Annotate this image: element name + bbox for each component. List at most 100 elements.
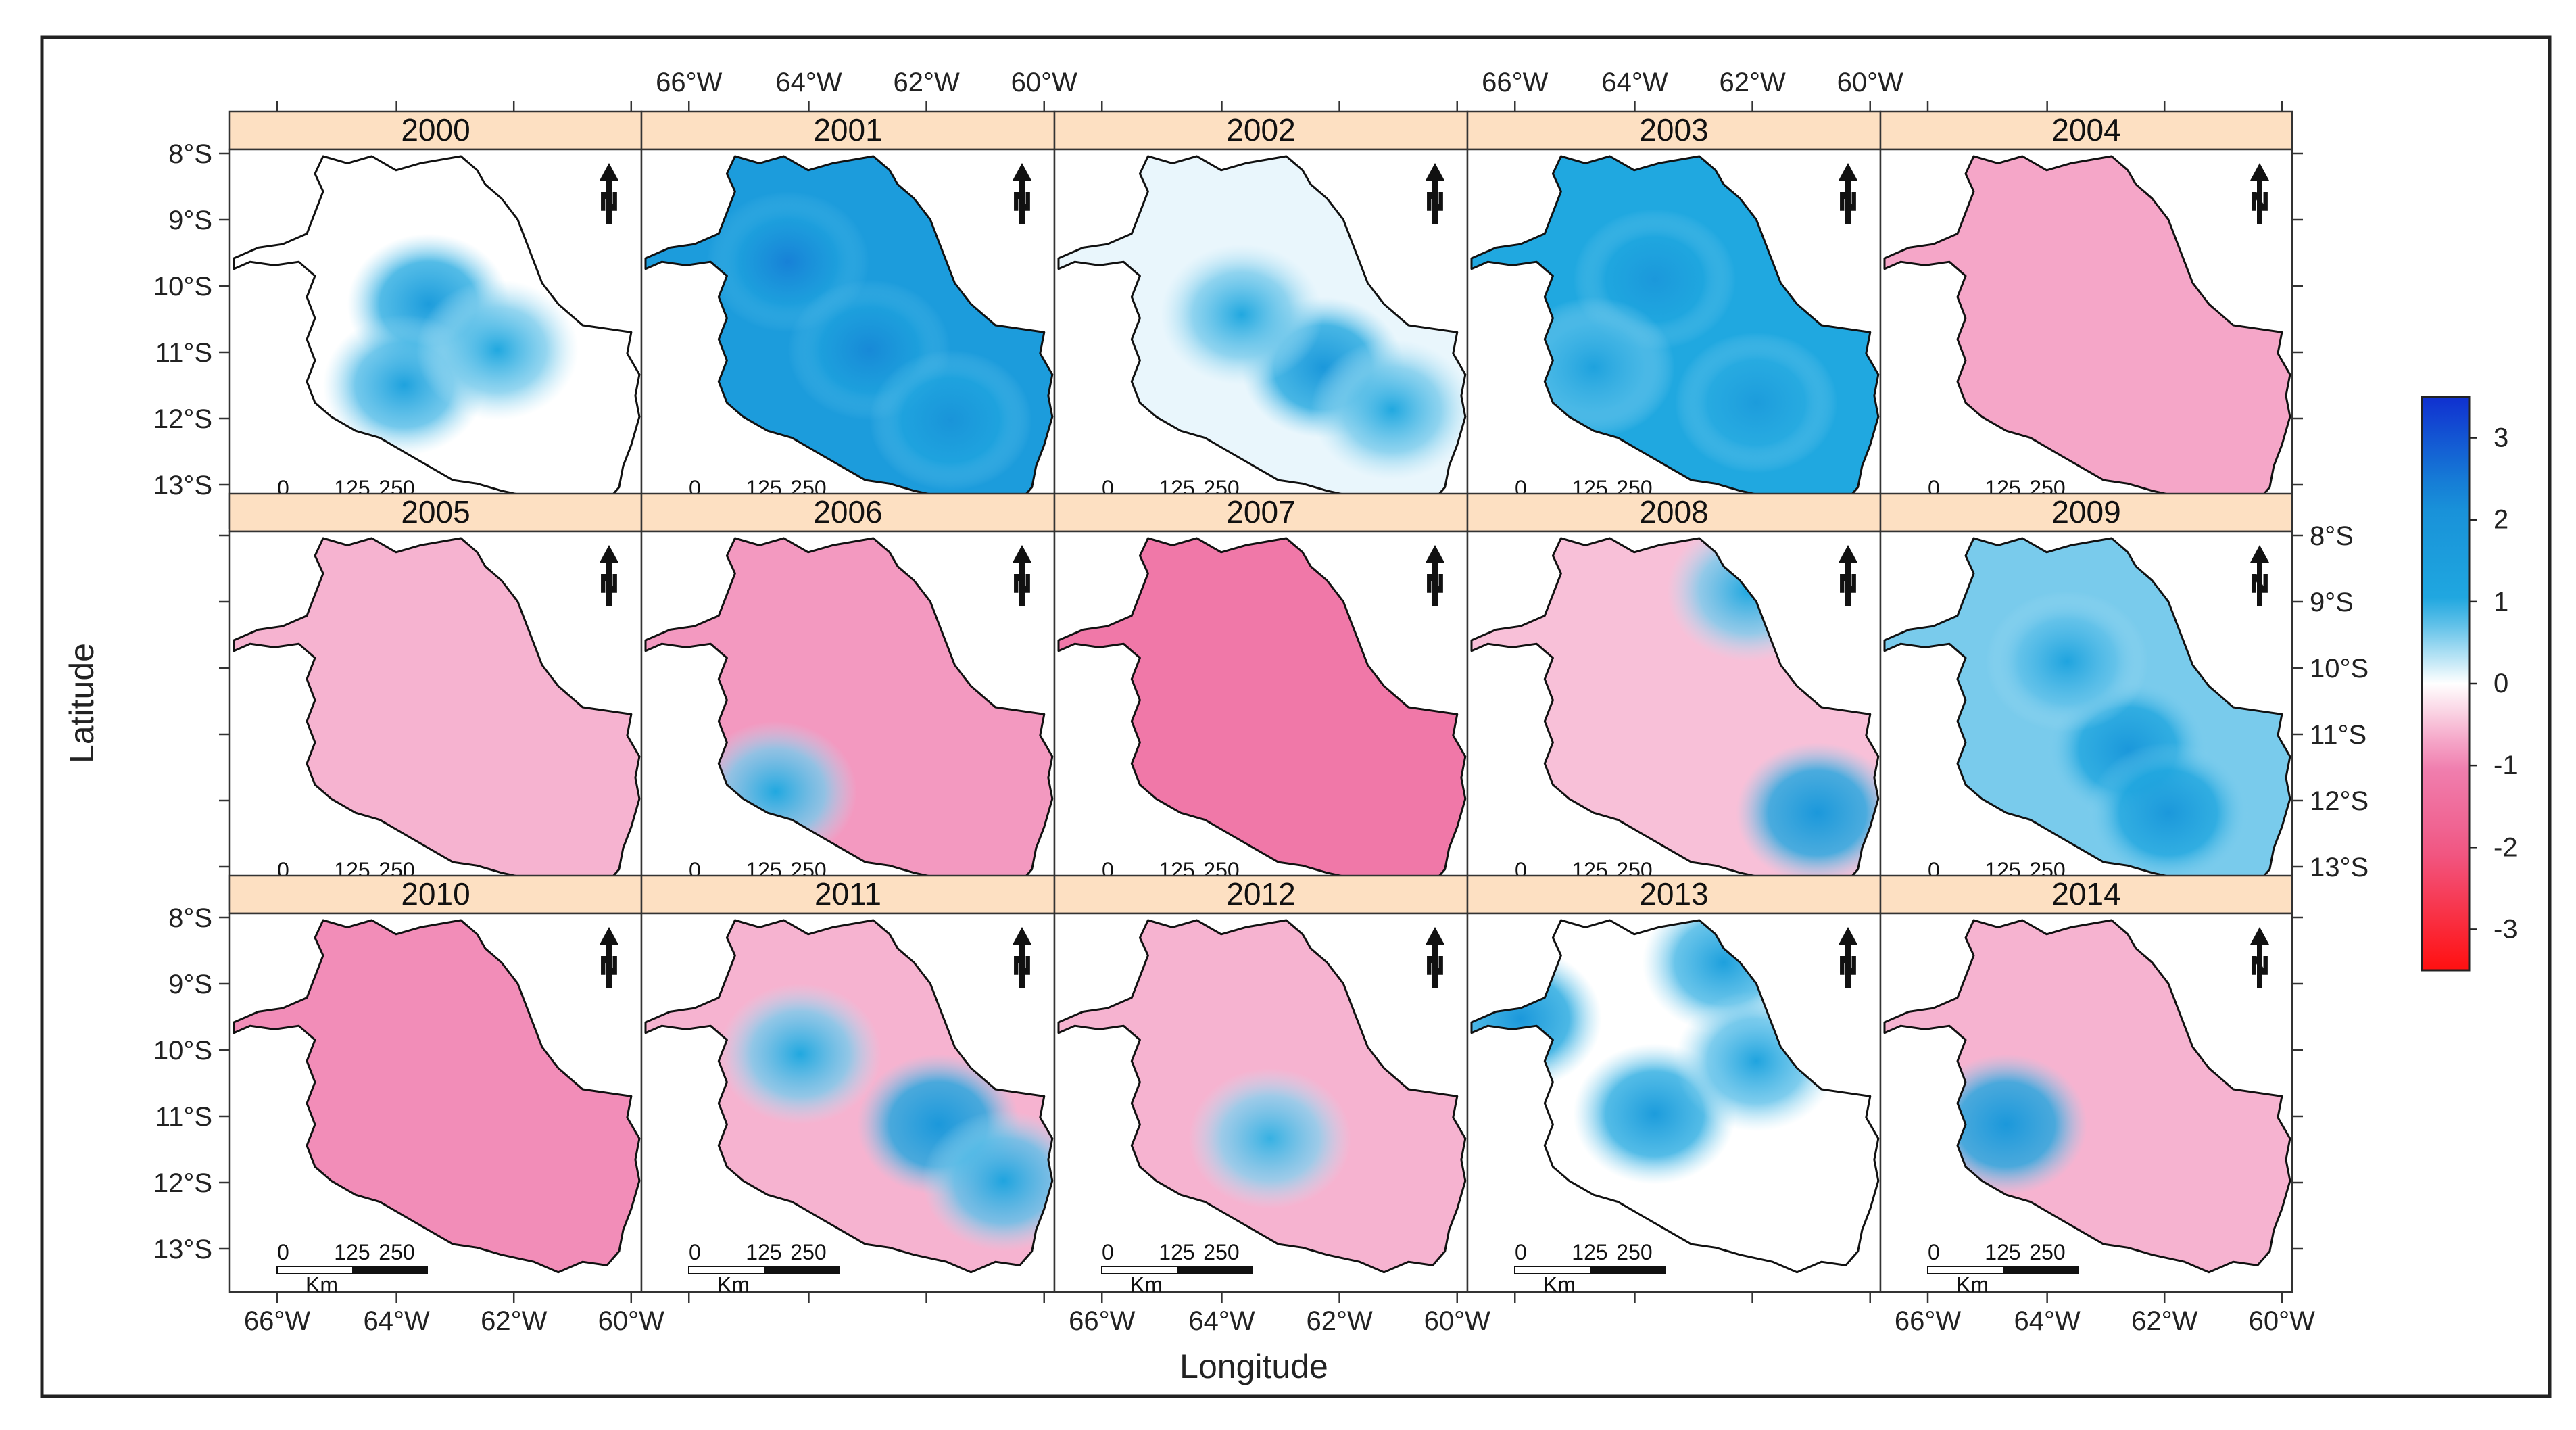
strip-2010	[228, 874, 643, 915]
y-tick-label: 8°S	[168, 903, 212, 933]
x-tick-label: 66°W	[656, 68, 722, 97]
anomaly-patches	[706, 191, 1032, 491]
panel-year-label: 2004	[2051, 112, 2120, 147]
panel-2008: 2008N0125250Km	[1466, 492, 1882, 915]
north-arrow-label: N	[600, 952, 618, 980]
north-arrow-icon: N	[600, 163, 618, 224]
panel-2005: 2005N0125250Km	[228, 492, 643, 915]
anomaly-patch	[1924, 1053, 2087, 1195]
panel-2009: 2009N0125250Km	[1879, 492, 2293, 915]
scale-bar: 0 125 250 Km	[1927, 1240, 2079, 1297]
anomaly-field	[646, 538, 1052, 890]
scale-bar-label: 125	[1985, 1240, 2020, 1264]
north-arrow-label: N	[600, 188, 618, 216]
scale-bar-label: 250	[1616, 1240, 1652, 1264]
y-tick-label: 11°S	[155, 338, 212, 368]
anomaly-patches	[1924, 1053, 2087, 1195]
panel-2002: 2002N0125250Km	[1053, 110, 1469, 533]
y-tick-label: 10°S	[153, 1036, 212, 1066]
north-arrow-icon: N	[1839, 927, 1857, 988]
panel-year-label: 2012	[1226, 876, 1295, 911]
x-tick-label: 60°W	[598, 1306, 664, 1336]
panel-2004: 2004N0125250Km	[1879, 110, 2293, 533]
north-arrow-label: N	[1013, 952, 1031, 980]
figure-frame	[40, 35, 2552, 1398]
x-tick-label: 66°W	[244, 1306, 310, 1336]
panel-2001: 2001N0125250Km	[640, 110, 1056, 533]
x-tick-label: 64°W	[364, 1306, 430, 1336]
north-arrow-icon: N	[2250, 163, 2269, 224]
scale-bar-label: 250	[790, 1240, 826, 1264]
state-boundary	[1883, 919, 2291, 1274]
anomaly-patch	[1674, 332, 1838, 473]
north-arrow-label: N	[2250, 570, 2268, 598]
north-arrow-icon: N	[1426, 163, 1444, 224]
anomaly-field	[234, 920, 639, 1272]
state-boundary	[1057, 919, 1467, 1274]
north-arrow-label: N	[600, 570, 618, 598]
scale-bar-label: 250	[1203, 1240, 1239, 1264]
anomaly-patch	[869, 350, 1032, 491]
x-tick-label: 62°W	[893, 68, 959, 97]
panel-year-label: 2005	[401, 494, 470, 529]
panel-year-label: 2003	[1639, 112, 1708, 147]
y-tick-label: 8°S	[2310, 521, 2354, 551]
panel-2013: 2013 N 0 125 250 Km	[1466, 874, 1882, 1297]
scale-bar-label: 125	[334, 1240, 370, 1264]
north-arrow-label: N	[1013, 570, 1031, 598]
panel-2012: 2012 N 0 125 250 Km	[1053, 874, 1469, 1297]
scale-bar-unit: Km	[1956, 1272, 1989, 1297]
scale-bar-label: 0	[1102, 1240, 1114, 1264]
x-tick-label: 60°W	[2249, 1306, 2315, 1336]
scale-bar-label: 0	[689, 1240, 701, 1264]
panel-year-label: 2009	[2051, 494, 2120, 529]
colorbar: 3 2 1 0 -1 -2 -3	[2421, 396, 2518, 972]
scale-bar-label: 0	[1515, 1240, 1527, 1264]
y-tick-label: 9°S	[168, 970, 212, 999]
anomaly-patch	[2087, 742, 2250, 884]
strip-2005	[228, 492, 643, 533]
scale-bar-label: 125	[1572, 1240, 1607, 1264]
anomaly-field	[1885, 920, 2290, 1272]
north-arrow-icon: N	[1013, 163, 1031, 224]
x-axis-title: Longitude	[1180, 1348, 1328, 1385]
x-tick-label: 64°W	[1601, 68, 1668, 97]
colorbar-tick-label: 3	[2494, 423, 2508, 453]
strip-2009	[1879, 492, 2293, 533]
y-tick-label: 10°S	[2310, 654, 2368, 684]
north-arrow-icon: N	[1013, 545, 1031, 606]
panel-year-label: 2000	[401, 112, 470, 147]
x-tick-label: 66°W	[1895, 1306, 1961, 1336]
north-arrow-icon: N	[1013, 927, 1031, 988]
y-tick-label: 13°S	[153, 1235, 212, 1264]
x-tick-label: 60°W	[1837, 68, 1903, 97]
north-arrow-label: N	[1426, 188, 1444, 216]
scale-bar-label: 250	[379, 1240, 414, 1264]
y-tick-label: 12°S	[2310, 786, 2368, 816]
anomaly-patches	[1188, 1068, 1352, 1210]
y-tick-label: 8°S	[168, 139, 212, 169]
panel-year-label: 2014	[2051, 876, 2120, 911]
y-tick-label: 9°S	[168, 206, 212, 235]
panel-2000: 2000N0125250Km	[228, 110, 643, 533]
anomaly-field	[1059, 538, 1465, 890]
scale-bar-label: 125	[746, 1240, 781, 1264]
x-tick-label: 62°W	[481, 1306, 547, 1336]
anomaly-patch	[719, 983, 882, 1125]
scale-bar-unit: Km	[306, 1272, 338, 1297]
colorbar-tick-label: -2	[2494, 832, 2518, 862]
x-tick-label: 64°W	[2014, 1306, 2081, 1336]
x-tick-label: 64°W	[775, 68, 842, 97]
scale-bar-unit: Km	[1543, 1272, 1576, 1297]
scale-bar-unit: Km	[1130, 1272, 1163, 1297]
panel-2007: 2007N0125250Km	[1053, 492, 1469, 915]
panel-2010: 2010 N 0 125 250 Km	[228, 874, 643, 1297]
colorbar-tick-label: 2	[2494, 505, 2508, 535]
x-tick-label: 66°W	[1482, 68, 1548, 97]
scale-bar-label: 0	[277, 1240, 289, 1264]
strip-2014	[1879, 874, 2293, 915]
colorbar-tick-label: -3	[2494, 914, 2518, 944]
y-tick-label: 9°S	[2310, 588, 2354, 617]
scale-bar: 0 125 250 Km	[1514, 1240, 1666, 1297]
panel-year-label: 2001	[813, 112, 882, 147]
